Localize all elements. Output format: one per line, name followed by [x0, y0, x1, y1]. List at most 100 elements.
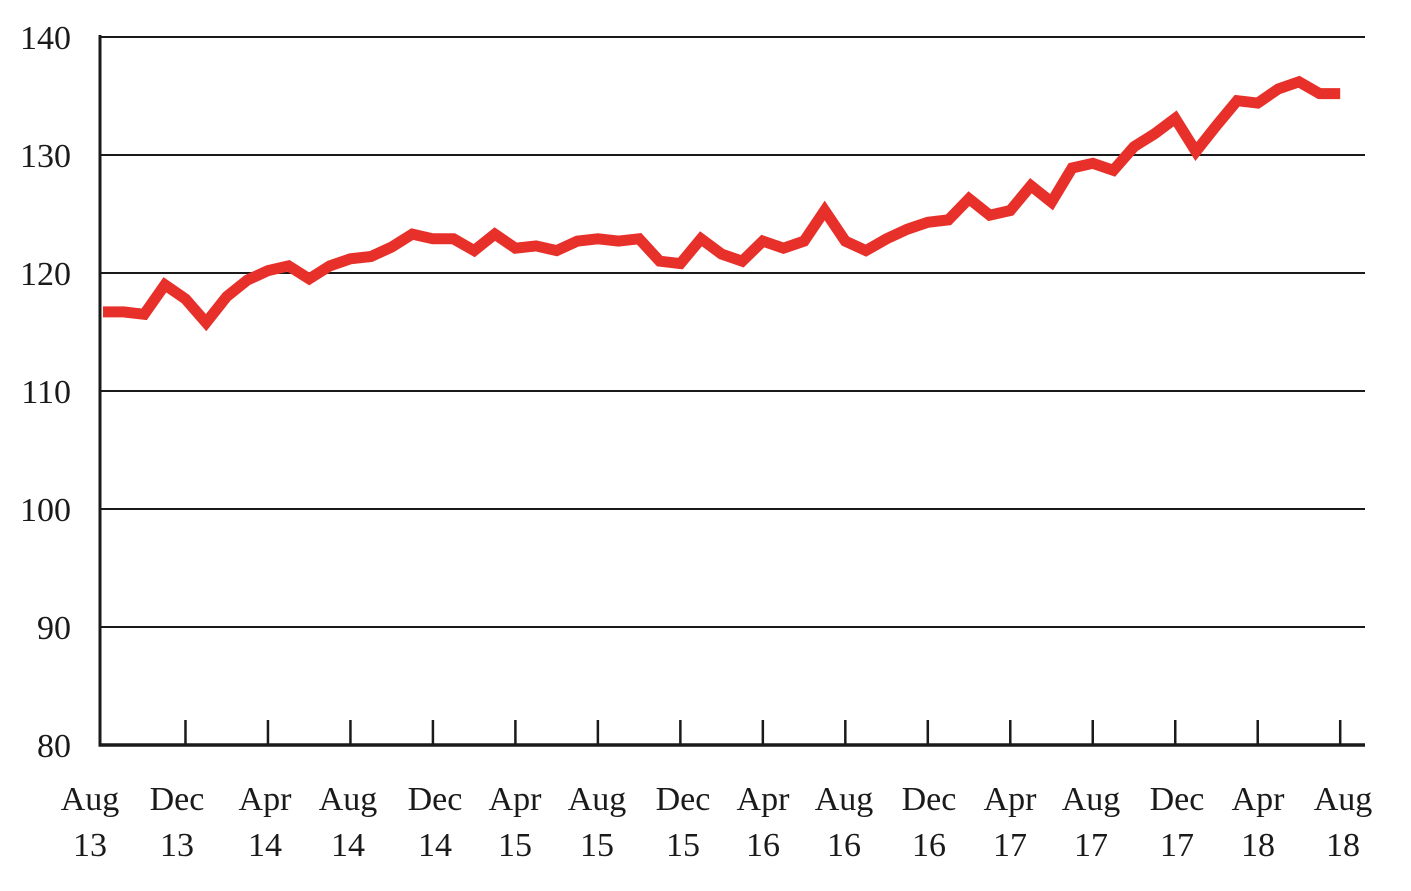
y-tick-label: 130: [20, 138, 71, 175]
x-tick-label-year: 17: [1160, 827, 1194, 864]
y-tick-label: 120: [20, 256, 71, 293]
data-point: [1010, 210, 1011, 211]
x-tick-label-year: 16: [746, 827, 780, 864]
data-point: [556, 250, 557, 251]
y-tick-label: 140: [20, 20, 71, 57]
data-point: [1051, 202, 1052, 203]
data-point: [618, 241, 619, 242]
data-point: [969, 198, 970, 199]
data-point: [762, 241, 763, 242]
x-tick-label-year: 17: [993, 827, 1027, 864]
data-point: [700, 238, 701, 239]
data-point: [845, 241, 846, 242]
x-tick-label-year: 17: [1074, 827, 1108, 864]
data-point: [639, 238, 640, 239]
data-point: [577, 241, 578, 242]
data-point: [1319, 93, 1320, 94]
data-point: [226, 296, 227, 297]
data-point: [659, 261, 660, 262]
data-point: [350, 258, 351, 259]
x-tick-label-month: Dec: [408, 781, 463, 818]
data-point: [164, 284, 165, 285]
data-point: [103, 311, 104, 312]
x-tick-label-month: Dec: [150, 781, 205, 818]
data-point: [1195, 151, 1196, 152]
data-point: [680, 263, 681, 264]
x-tick-label-year: 18: [1326, 827, 1360, 864]
data-point: [309, 278, 310, 279]
data-point: [783, 248, 784, 249]
data-point: [1298, 81, 1299, 82]
x-tick-label-month: Apr: [737, 781, 791, 818]
x-tick-label-month: Dec: [656, 781, 711, 818]
x-tick-label-month: Apr: [489, 781, 543, 818]
y-tick-label: 80: [37, 728, 71, 765]
x-tick-label-year: 16: [912, 827, 946, 864]
x-tick-label-month: Dec: [902, 781, 957, 818]
data-point: [144, 314, 145, 315]
data-point: [288, 265, 289, 266]
data-point: [597, 238, 598, 239]
x-tick-label-year: 13: [73, 827, 107, 864]
x-tick-label-month: Aug: [1314, 781, 1373, 818]
axes: [98, 35, 1365, 747]
x-tick-label-year: 18: [1241, 827, 1275, 864]
x-tick-label-year: 14: [248, 827, 282, 864]
x-tick-label-year: 14: [331, 827, 365, 864]
x-tick-label-year: 15: [498, 827, 532, 864]
data-point: [824, 210, 825, 211]
x-tick-label-month: Dec: [1150, 781, 1205, 818]
data-point: [1278, 88, 1279, 89]
x-tick-label-month: Aug: [1062, 781, 1121, 818]
x-tick-label-year: 13: [160, 827, 194, 864]
y-tick-label: 110: [21, 374, 71, 411]
x-tick-label-month: Apr: [984, 781, 1038, 818]
data-point: [329, 265, 330, 266]
series-line: [103, 75, 1341, 332]
data-point: [267, 270, 268, 271]
data-point: [371, 256, 372, 257]
data-point: [453, 238, 454, 239]
x-axis-ticks: [184, 720, 1342, 745]
x-tick-label-month: Aug: [815, 781, 874, 818]
data-point: [948, 219, 949, 220]
x-tick-label-month: Apr: [239, 781, 293, 818]
data-point: [432, 238, 433, 239]
x-tick-label-year: 15: [666, 827, 700, 864]
data-point: [989, 215, 990, 216]
x-axis-labels: Aug 13 Dec 13 Apr 14 Aug 14 Dec 14 Apr 15 Aug 15 Dec 15…: [61, 781, 1373, 864]
x-tick-label-month: Aug: [568, 781, 627, 818]
data-point: [1257, 103, 1258, 104]
data-point: [1113, 170, 1114, 171]
data-point: [247, 280, 248, 281]
x-tick-label-year: 14: [418, 827, 452, 864]
data-point: [206, 322, 207, 323]
data-point: [1030, 185, 1031, 186]
x-tick-label-year: 15: [580, 827, 614, 864]
data-point: [927, 222, 928, 223]
data-point: [412, 234, 413, 235]
y-axis-labels: 80 90 100 110 120 130 140: [20, 20, 71, 765]
data-point: [494, 234, 495, 235]
y-tick-label: 90: [37, 610, 71, 647]
data-point: [185, 298, 186, 299]
data-point: [1092, 163, 1093, 164]
data-point: [123, 311, 124, 312]
data-point: [1237, 100, 1238, 101]
data-point: [536, 245, 537, 246]
data-point: [907, 229, 908, 230]
x-tick-label-year: 16: [827, 827, 861, 864]
series-layer: [103, 75, 1341, 332]
data-point: [742, 261, 743, 262]
data-point: [1340, 93, 1341, 94]
data-point: [1134, 146, 1135, 147]
x-tick-label-month: Apr: [1232, 781, 1286, 818]
x-tick-label-month: Aug: [61, 781, 120, 818]
data-point: [886, 238, 887, 239]
data-point: [1072, 167, 1073, 168]
data-point: [804, 241, 805, 242]
data-point: [515, 248, 516, 249]
y-tick-label: 100: [20, 492, 71, 529]
data-point: [1175, 118, 1176, 119]
